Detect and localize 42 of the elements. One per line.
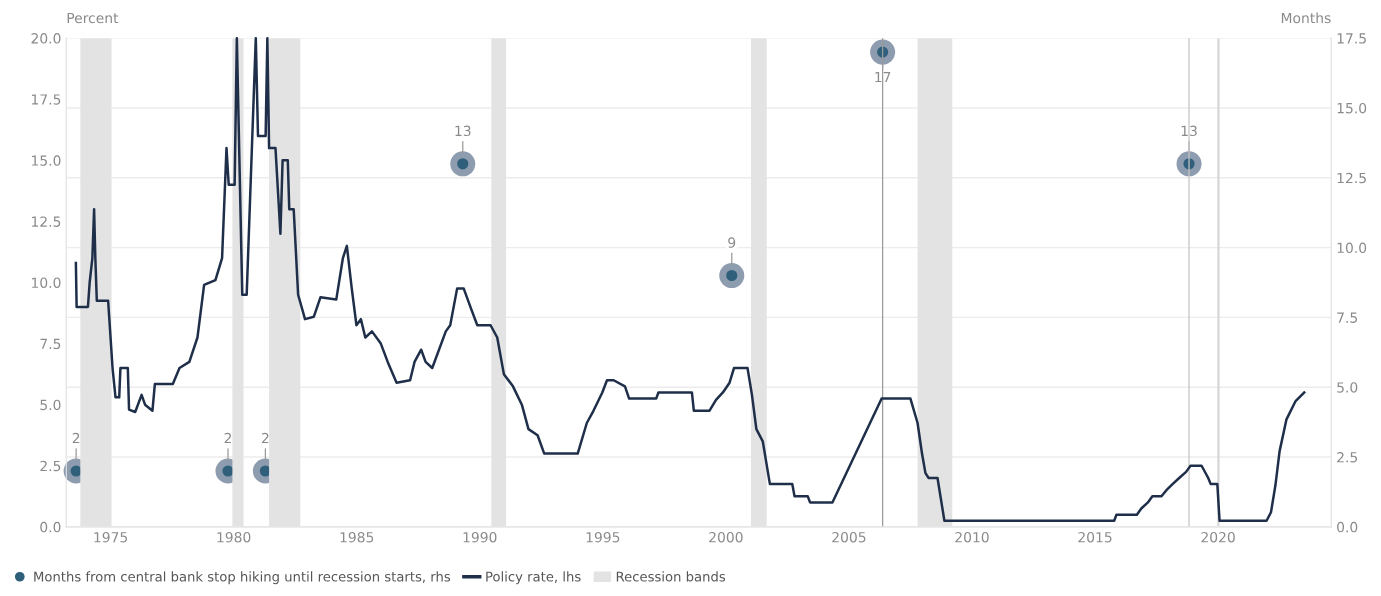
x-tick-label: 1980 [217, 531, 251, 543]
y-tick-label: 5.0 [40, 399, 61, 411]
y2-tick-label: 7.5 [1337, 312, 1358, 323]
y-tick-label: 2.5 [40, 460, 61, 472]
point [719, 263, 745, 289]
x-tick-label: 2020 [1201, 531, 1235, 543]
x-tick-label: 2000 [709, 531, 743, 543]
data-label: 9 [728, 237, 736, 248]
x-tick-label: 2015 [1078, 531, 1112, 543]
y2-tick-label: 17.5 [1337, 33, 1366, 44]
legend-label: Months from central bank stop hiking until recession starts, rhs [34, 571, 451, 585]
x-tick-label: 1995 [586, 531, 620, 543]
x-tick-label: 2010 [955, 531, 989, 543]
y2-tick-label: 15.0 [1337, 102, 1367, 114]
y-tick-label: 20.0 [31, 33, 61, 44]
data-label: 2 [72, 432, 80, 444]
data-label: 13 [1181, 125, 1197, 137]
data-label: 2 [261, 432, 269, 444]
y2-tick-label: 0.0 [1337, 521, 1358, 533]
y-tick-label: 10.0 [32, 277, 61, 288]
x-tick-label: 1985 [340, 531, 374, 543]
y-tick-label: 12.5 [32, 216, 61, 227]
y2-tick-label: 5.0 [1337, 382, 1358, 393]
x-tick-label: 1990 [463, 531, 497, 543]
data-label: 2 [224, 432, 232, 444]
y2-tick-label: 2.5 [1337, 452, 1358, 463]
y-tick-label: 17.5 [32, 94, 61, 105]
data-label: 13 [455, 125, 471, 137]
y-tick-label: 0.0 [40, 521, 61, 533]
y-tick-label: 15.0 [32, 155, 61, 166]
point [450, 151, 476, 177]
y2-tick-label: 12.5 [1337, 172, 1366, 184]
y2-axis-title: Months [1281, 12, 1331, 24]
y-axis-title: Percent [67, 12, 119, 24]
line-series [74, 36, 1306, 523]
x-tick-label: 1975 [94, 531, 128, 543]
y2-tick-label: 10.0 [1337, 242, 1367, 254]
y-tick-label: 7.5 [40, 338, 61, 350]
x-tick-label: 2005 [832, 531, 866, 543]
legend-label: Recession bands [616, 571, 726, 582]
point [870, 39, 896, 65]
legend-label: Policy rate, lhs [486, 571, 581, 585]
